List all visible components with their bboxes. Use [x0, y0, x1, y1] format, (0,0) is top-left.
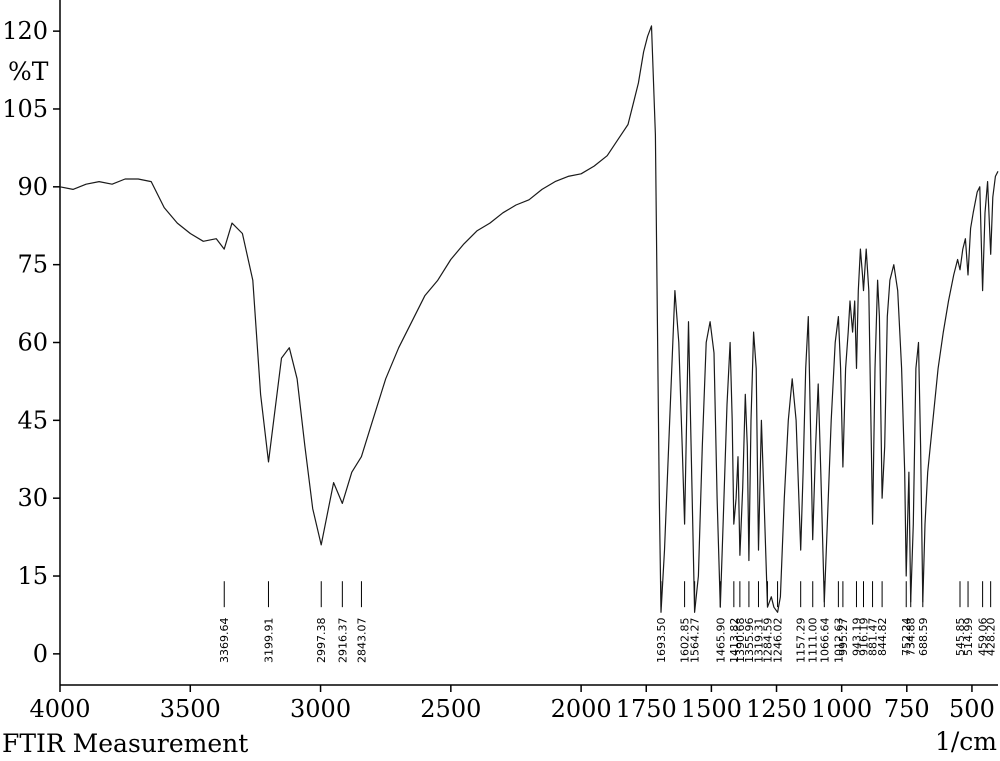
y-tick-label: 105: [2, 95, 48, 123]
x-tick-label: 1500: [681, 695, 742, 723]
peak-label: 1157.29: [795, 618, 808, 664]
peak-label: 2843.07: [355, 618, 368, 664]
peak-label: 428.20: [985, 618, 998, 657]
peak-label: 916.19: [858, 618, 871, 657]
peak-label: 1319.31: [752, 618, 765, 664]
peak-label: 1111.00: [807, 618, 820, 664]
peak-label: 1390.68: [734, 618, 747, 664]
peak-label: 2916.37: [336, 618, 349, 664]
peak-label: 545.85: [954, 618, 967, 657]
x-axis-ticks: 4000 3500 3000 2500 2000 1750 1500 1250 1000 750 5…: [29, 685, 995, 723]
peak-label: 881.47: [867, 618, 880, 657]
spectrum-line: [59, 25, 999, 613]
y-tick-label: 0: [33, 640, 48, 668]
peak-label: 1246.02: [772, 618, 785, 664]
x-tick-label: 1250: [746, 695, 807, 723]
peak-label: 844.82: [876, 618, 889, 657]
y-tick-label: 45: [17, 406, 48, 434]
y-tick-label: 75: [17, 251, 48, 279]
y-tick-label: 90: [17, 173, 48, 201]
y-axis-label: %T: [8, 57, 49, 86]
peak-label: 688.59: [917, 618, 930, 657]
peak-label: 752.24: [900, 618, 913, 657]
peak-label: 1602.85: [679, 618, 692, 664]
peak-label: 1355.96: [743, 618, 756, 664]
peak-label: 1465.90: [714, 618, 727, 664]
peak-label: 734.88: [905, 618, 918, 657]
peak-label: 1284.59: [762, 618, 775, 664]
x-tick-label: 3000: [290, 695, 351, 723]
peak-label: 1012.63: [832, 618, 845, 664]
x-tick-label: 2000: [551, 695, 612, 723]
x-tick-label: 1750: [616, 695, 677, 723]
peak-label: 2997.38: [315, 618, 328, 664]
x-tick-label: 3500: [160, 695, 221, 723]
peak-label: 995.27: [837, 618, 850, 657]
x-tick-label: 500: [949, 695, 995, 723]
peak-label: 1413.82: [728, 618, 741, 664]
peak-label: 3199.91: [262, 618, 275, 664]
peak-label: 514.99: [962, 618, 975, 657]
peak-label: 459.06: [977, 618, 990, 657]
peak-label: 3369.64: [218, 618, 231, 664]
x-tick-label: 2500: [420, 695, 481, 723]
chart-title: FTIR Measurement: [2, 729, 248, 758]
x-tick-label: 750: [884, 695, 930, 723]
y-tick-label: 60: [17, 329, 48, 357]
y-tick-label: 30: [17, 484, 48, 512]
y-axis-ticks: 0 15 30 45 60 75 90 105 120: [2, 17, 60, 668]
x-axis-label: 1/cm: [935, 727, 997, 756]
x-tick-label: 1000: [811, 695, 872, 723]
peak-label: 1066.64: [818, 618, 831, 664]
peak-markers: 3369.64 3199.91 2997.38 2916.37 2843.07 1693.…: [218, 581, 998, 664]
y-tick-label: 15: [17, 562, 48, 590]
peak-label: 1564.27: [689, 618, 702, 664]
y-tick-label: 120: [2, 17, 48, 45]
x-tick-label: 4000: [29, 695, 90, 723]
spectrum-series: [59, 25, 999, 613]
peak-label: 1693.50: [655, 618, 668, 664]
peak-label: 943.19: [850, 618, 863, 657]
